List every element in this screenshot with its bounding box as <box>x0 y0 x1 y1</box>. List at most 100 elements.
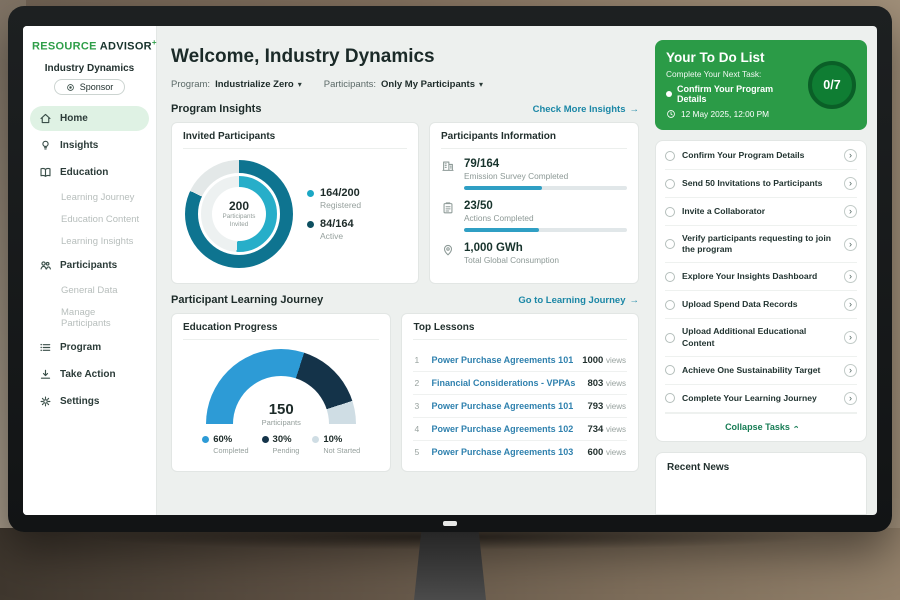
lesson-link[interactable]: Power Purchase Agreements 101 <box>431 355 574 365</box>
task-checkbox[interactable] <box>665 299 675 310</box>
gear-icon <box>39 395 52 408</box>
lesson-row: 5 Power Purchase Agreements 103 600 view… <box>414 446 626 458</box>
lesson-link[interactable]: Power Purchase Agreements 101 <box>431 401 574 411</box>
todo-task-row[interactable]: Upload Additional Educational Content › <box>665 319 857 357</box>
lesson-link[interactable]: Financial Considerations - VPPAs <box>431 378 576 388</box>
participants-dropdown[interactable]: Participants: Only My Participants ▾ <box>324 79 483 90</box>
todo-task-row[interactable]: Explore Your Insights Dashboard › <box>665 263 857 292</box>
chevron-right-icon[interactable]: › <box>844 177 857 190</box>
task-checkbox[interactable] <box>665 150 675 161</box>
legend-dot <box>307 220 314 228</box>
clipboard-icon <box>441 201 455 215</box>
legend-item: 164/200 Registered <box>307 187 361 210</box>
sidebar-item-home[interactable]: Home <box>30 106 149 132</box>
sponsor-badge[interactable]: Sponsor <box>53 79 126 96</box>
chevron-right-icon[interactable]: › <box>844 391 857 405</box>
lesson-link[interactable]: Power Purchase Agreements 102 <box>431 424 574 434</box>
sidebar-item-manage-participants[interactable]: Manage Participants <box>30 302 149 333</box>
lesson-views: 793 views <box>587 400 626 412</box>
task-checkbox[interactable] <box>665 365 675 376</box>
sidebar-item-label: Learning Insights <box>61 235 134 247</box>
task-label: Confirm Your Program Details <box>682 149 805 160</box>
chevron-right-icon[interactable]: › <box>844 205 857 218</box>
todo-next-task: Confirm Your Program Details <box>666 84 801 104</box>
legend-dot <box>307 189 314 197</box>
sidebar-item-take-action[interactable]: Take Action <box>30 362 149 387</box>
brand-plus: + <box>151 38 157 47</box>
task-label: Verify participants requesting to join t… <box>682 233 831 255</box>
monitor-stand <box>414 532 486 600</box>
program-dropdown[interactable]: Program: Industrialize Zero ▾ <box>171 79 302 90</box>
sidebar-item-settings[interactable]: Settings <box>30 389 149 414</box>
sidebar-item-learning-journey[interactable]: Learning Journey <box>30 187 149 207</box>
task-label: Upload Additional Educational Content <box>682 326 807 348</box>
chevron-right-icon[interactable]: › <box>844 270 857 284</box>
task-checkbox[interactable] <box>665 393 675 404</box>
card-title: Education Progress <box>183 322 380 340</box>
task-checkbox[interactable] <box>665 206 675 217</box>
map-pin-icon <box>441 243 455 257</box>
org-name: Industry Dynamics <box>44 62 135 74</box>
legend-dot <box>202 436 210 443</box>
todo-panel: Your To Do List Complete Your Next Task:… <box>651 26 877 515</box>
chevron-right-icon[interactable]: › <box>844 331 857 345</box>
chevron-right-icon[interactable]: › <box>844 149 857 162</box>
lesson-row: 4 Power Purchase Agreements 102 734 view… <box>413 418 627 441</box>
filter-bar: Program: Industrialize Zero ▾ Participan… <box>171 79 639 90</box>
todo-task-row[interactable]: Confirm Your Program Details › <box>665 142 857 170</box>
todo-task-row[interactable]: Verify participants requesting to join t… <box>665 226 857 264</box>
program-insights-title: Program Insights <box>171 103 262 115</box>
todo-task-row[interactable]: Complete Your Learning Journey › <box>665 385 857 413</box>
task-label: Complete Your Learning Journey <box>682 392 817 403</box>
progress-track <box>464 186 627 190</box>
todo-task-row[interactable]: Upload Spend Data Records › <box>665 291 857 320</box>
chevron-right-icon[interactable]: › <box>844 363 857 377</box>
book-icon <box>39 166 52 179</box>
sidebar-item-label: Manage Participants <box>61 306 111 329</box>
todo-task-row[interactable]: Invite a Collaborator › <box>665 198 857 226</box>
sidebar-item-program[interactable]: Program <box>30 335 149 360</box>
chevron-right-icon[interactable]: › <box>844 237 857 251</box>
invited-donut: 200 Participants Invited <box>185 160 293 268</box>
bullet-dot <box>666 91 672 97</box>
collapse-tasks-link[interactable]: Collapse Tasks› <box>665 412 857 441</box>
sponsor-icon <box>66 83 75 92</box>
education-gauge: 150 Participants <box>206 349 357 427</box>
sidebar-item-label: Settings <box>60 396 100 408</box>
lesson-link[interactable]: Power Purchase Agreements 103 <box>431 447 574 457</box>
sidebar-item-learning-insights[interactable]: Learning Insights <box>30 231 149 251</box>
people-icon <box>39 259 52 272</box>
task-label: Achieve One Sustainability Target <box>682 364 821 375</box>
task-checkbox[interactable] <box>665 332 675 343</box>
card-title: Top Lessons <box>413 322 627 340</box>
todo-progress-ring: 0/7 <box>808 61 856 109</box>
brand-logo: RESOURCE ADVISOR+ <box>30 36 157 62</box>
donut-legend: 164/200 Registered 84/164 <box>307 179 361 249</box>
task-checkbox[interactable] <box>665 178 675 189</box>
todo-task-row[interactable]: Achieve One Sustainability Target › <box>665 357 857 385</box>
sidebar-item-education[interactable]: Education <box>30 160 149 185</box>
monitor-logo <box>443 521 457 526</box>
sidebar-item-general-data[interactable]: General Data <box>30 280 149 300</box>
task-label: Upload Spend Data Records <box>682 299 798 310</box>
chevron-up-icon: › <box>790 425 801 429</box>
program-value: Industrialize Zero <box>215 79 294 90</box>
sidebar-item-label: General Data <box>61 284 118 296</box>
task-checkbox[interactable] <box>665 239 675 250</box>
stat-actions-completed: 23/50 Actions Completed <box>441 200 627 232</box>
todo-task-row[interactable]: Send 50 Invitations to Participants › <box>665 170 857 198</box>
legend-dot <box>312 436 320 443</box>
sidebar-item-participants[interactable]: Participants <box>30 253 149 278</box>
task-checkbox[interactable] <box>665 271 675 282</box>
sidebar-item-insights[interactable]: Insights <box>30 133 149 158</box>
brand-primary: RESOURCE <box>32 40 97 53</box>
go-to-learning-journey-link[interactable]: Go to Learning Journey → <box>518 294 639 306</box>
monitor-frame: RESOURCE ADVISOR+ Industry Dynamics Spon… <box>8 6 892 532</box>
chevron-right-icon[interactable]: › <box>844 298 857 312</box>
sidebar-item-education-content[interactable]: Education Content <box>30 209 149 229</box>
gauge-legend-item: 10% Not Started <box>312 434 360 455</box>
participants-label: Participants: <box>323 79 377 90</box>
dashboard-screen: RESOURCE ADVISOR+ Industry Dynamics Spon… <box>23 26 877 515</box>
learning-journey-title: Participant Learning Journey <box>171 294 324 306</box>
check-more-insights-link[interactable]: Check More Insights → <box>532 103 639 115</box>
